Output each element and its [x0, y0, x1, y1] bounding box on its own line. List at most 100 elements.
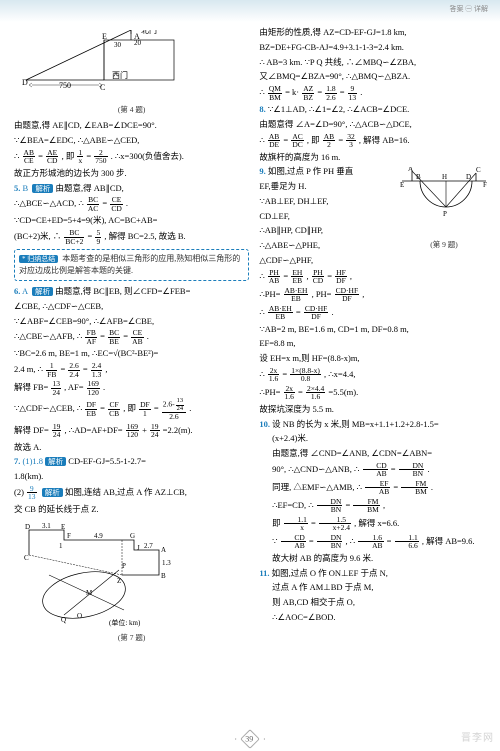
p7b-label: 解析	[42, 488, 63, 497]
p4d: 故正方形城池的边长为 300 步.	[14, 167, 249, 180]
q6-ans: A	[22, 286, 28, 296]
p7d: 由矩形的性质,得 AZ=CD-EF-GJ=1.8 km,	[259, 26, 490, 39]
q5-label: 解析	[32, 184, 53, 193]
d4-D: D	[22, 78, 28, 87]
q5-ans: B	[23, 183, 29, 193]
svg-text:A: A	[161, 546, 166, 554]
content-columns: D C E A B 北门 西门 750 30 20 (第 4 题) 由题意,得 …	[0, 22, 500, 651]
header-label: 答案 ㊀ 详解	[450, 4, 489, 15]
p4a: 由题意,得 AE∥CD, ∠EAB=∠DCE=90°.	[14, 119, 249, 132]
p10d: 同理, △EMF∽△AMB, ∴ EFAB = FMBM .	[259, 480, 490, 496]
diagram-7: D E F G J A B C Z Q O M P 3.1 4.9 1 2.7 …	[14, 520, 249, 643]
diagram-4: D C E A B 北门 西门 750 30 20 (第 4 题)	[14, 30, 249, 115]
svg-text:1.3: 1.3	[162, 559, 171, 567]
svg-text:G: G	[130, 532, 135, 540]
p7c: 交 CB 的延长线于点 Z.	[14, 503, 249, 516]
svg-text:1: 1	[59, 542, 63, 550]
d4-west: 西门	[112, 70, 128, 80]
p6i: 故选 A.	[14, 441, 249, 454]
p10f: 即 1.1x = 1.5x+2.4 , 解得 x=6.6.	[259, 516, 490, 532]
p6g: ∵△CDF∽△CEB, ∴ DFEB = CFCB , 即 DF1 = 2.6-…	[14, 398, 249, 421]
p6e: 2.4 m, ∴ 1FB = 2.62.4 = 2.41.3 ,	[14, 362, 249, 378]
p6h: 解得 DF= 1924 , ∴AD=AF+DF= 169120 + 1924 =…	[14, 423, 249, 439]
p4b: ∵∠BEA=∠EDC, ∴△ABE∽△CED,	[14, 134, 249, 147]
p5b: ∵CD=CE+ED=5+4=9(米), AC=BC+AB=	[14, 214, 249, 227]
p7e: BZ=DE+FG-CB-AJ=4.9+3.1-1-3=2.4 km.	[259, 41, 490, 54]
p7f: ∴ AB=3 km. ∵P Q 共线, ∴∠MBQ∽∠ZBA,	[259, 56, 490, 69]
svg-text:D: D	[25, 523, 30, 531]
right-column: 由矩形的性质,得 AZ=CD-EF-GJ=1.8 km, BZ=DE+FG-CB…	[259, 26, 490, 647]
diagram-9: A E B H D F C P (第 9 题)	[398, 167, 490, 250]
p6f: 解得 FB= 1324 , AF= 169120 .	[14, 380, 249, 396]
p11b: 则 AB,CD 相交于点 O,	[259, 596, 490, 609]
p8a: 由题意得 ∠A=∠D=90°, ∴△ACB∽△DCE,	[259, 118, 490, 131]
p7g: 又∠BMQ=∠BZA=90°, ∴△BMQ∽△BZA.	[259, 70, 490, 83]
svg-text:F: F	[483, 181, 487, 189]
p11c: ∴∠AOC=∠BOD.	[259, 611, 490, 624]
q10-line: 10. 设 NB 的长为 x 米,则 MB=x+1.1+1.2+2.8-1.5=	[259, 418, 490, 431]
q10-num: 10.	[259, 419, 270, 429]
page-header: 答案 ㊀ 详解	[0, 0, 500, 22]
svg-text:H: H	[442, 173, 447, 181]
watermark: 晋李网	[461, 731, 494, 746]
left-column: D C E A B 北门 西门 750 30 20 (第 4 题) 由题意,得 …	[14, 26, 249, 647]
q7-label: 解析	[45, 457, 66, 466]
d4-20: 20	[134, 39, 142, 47]
summary-box: * 归纳总结 本题考查的是相似三角形的应用,熟知相似三角形的对应边成比例是解答本…	[14, 249, 249, 281]
p11a: 过点 A 作 AM⊥BD 于点 M,	[259, 581, 490, 594]
diagram-4-caption: (第 4 题)	[14, 104, 249, 115]
p7b: (2) 913 解析 如图,连结 AB,过点 A 作 AZ⊥CB,	[14, 485, 249, 501]
p6a: ∠CBE, ∴△CDF∽△CEB,	[14, 300, 249, 313]
svg-text:C: C	[24, 554, 29, 562]
q7-t2: CD-EF-GJ=5.5-1-2.7=	[68, 456, 146, 466]
q7-line: 7. (1)1.8 解析 CD-EF-GJ=5.5-1-2.7=	[14, 455, 249, 468]
svg-text:F: F	[67, 532, 71, 540]
q8-num: 8.	[259, 104, 265, 114]
p9i: ∴ AB·EHEB = CD·HFDF .	[259, 305, 490, 321]
svg-text:2.7: 2.7	[144, 542, 153, 550]
q11-text: 如图,过点 O 作 ON⊥EF 于点 N,	[272, 568, 388, 578]
p8b: ∴ ABDE = ACDC , 即 AB2 = 323 , 解得 AB=16.	[259, 133, 490, 149]
p10h: 故大树 AB 的高度为 9.6 米.	[259, 552, 490, 565]
p9n: ∴PH= 2x1.6 = 2×4.41.6 =5.5(m).	[259, 385, 490, 401]
q5-num: 5.	[14, 183, 20, 193]
q9-text: 如图,过点 P 作 PH 垂直	[268, 166, 353, 176]
d4-north: 北门	[141, 30, 157, 35]
svg-text:A: A	[408, 167, 413, 173]
p6c: ∴△CBE∽△AFB, ∴ FBAF = BCBE = CEAB .	[14, 329, 249, 345]
p10b: 由题意,得 ∠CND=∠ANB, ∠CDN=∠ABN=	[259, 447, 490, 460]
p9l: 设 EH=x m,则 HF=(8.8-x)m,	[259, 352, 490, 365]
svg-text:Q: Q	[61, 616, 66, 624]
p9f: △CDF∽△PHF,	[259, 254, 490, 267]
d4-B: B	[127, 30, 132, 31]
p10g: ∵ CDAB = DNBN , ∴ 1.6AB = 1.16.6 , 解得 AB…	[259, 534, 490, 550]
diagram-7-caption: (第 7 题)	[14, 632, 249, 643]
p7a: 1.8(km).	[14, 470, 249, 483]
q7-t1: (1)1.8	[23, 456, 46, 466]
p9k: EF=8.8 m,	[259, 337, 490, 350]
p9m: ∴ 2x1.6 = 1×(8.8-x)0.8 , ∴x=4.4,	[259, 367, 490, 383]
p7h: ∴ QMBM = k· AZBZ = 1.82.6 = 913 .	[259, 85, 490, 101]
svg-text:C: C	[476, 167, 481, 174]
svg-text:3.1: 3.1	[42, 522, 51, 530]
p9o: 故探坑深度为 5.5 m.	[259, 403, 490, 416]
p5a: ∴△BCE∽△ACD, ∴ BCAC = CECD .	[14, 196, 249, 212]
q9-num: 9.	[259, 166, 265, 176]
q6-text: 由题意,得 BC∥EB, 则∠CFD=∠FEB=	[55, 286, 190, 296]
d4-E: E	[102, 32, 107, 41]
p6d: ∵BC=2.6 m, BE=1 m, ∴EC=√(BC²-BE²)=	[14, 347, 249, 360]
q5-text: 由题意,得 AB∥CD,	[56, 183, 124, 193]
svg-text:E: E	[400, 181, 404, 189]
q11-line: 11. 如图,过点 O 作 ON⊥EF 于点 N,	[259, 567, 490, 580]
svg-text:M: M	[86, 589, 93, 597]
page-number: · 39 ·	[0, 732, 500, 746]
svg-text:D: D	[466, 173, 471, 181]
svg-text:4.9: 4.9	[94, 532, 103, 540]
q10-text: 设 NB 的长为 x 米,则 MB=x+1.1+1.2+2.8-1.5=	[272, 419, 439, 429]
p8c: 故旗杆的高度为 16 m.	[259, 151, 490, 164]
svg-text:P: P	[122, 562, 126, 570]
d4-750: 750	[59, 81, 71, 90]
svg-text:E: E	[61, 523, 65, 531]
p6b: ∵∠ABF=∠CEB=90°, ∴∠AFB=∠CBE,	[14, 315, 249, 328]
q6-num: 6.	[14, 286, 20, 296]
